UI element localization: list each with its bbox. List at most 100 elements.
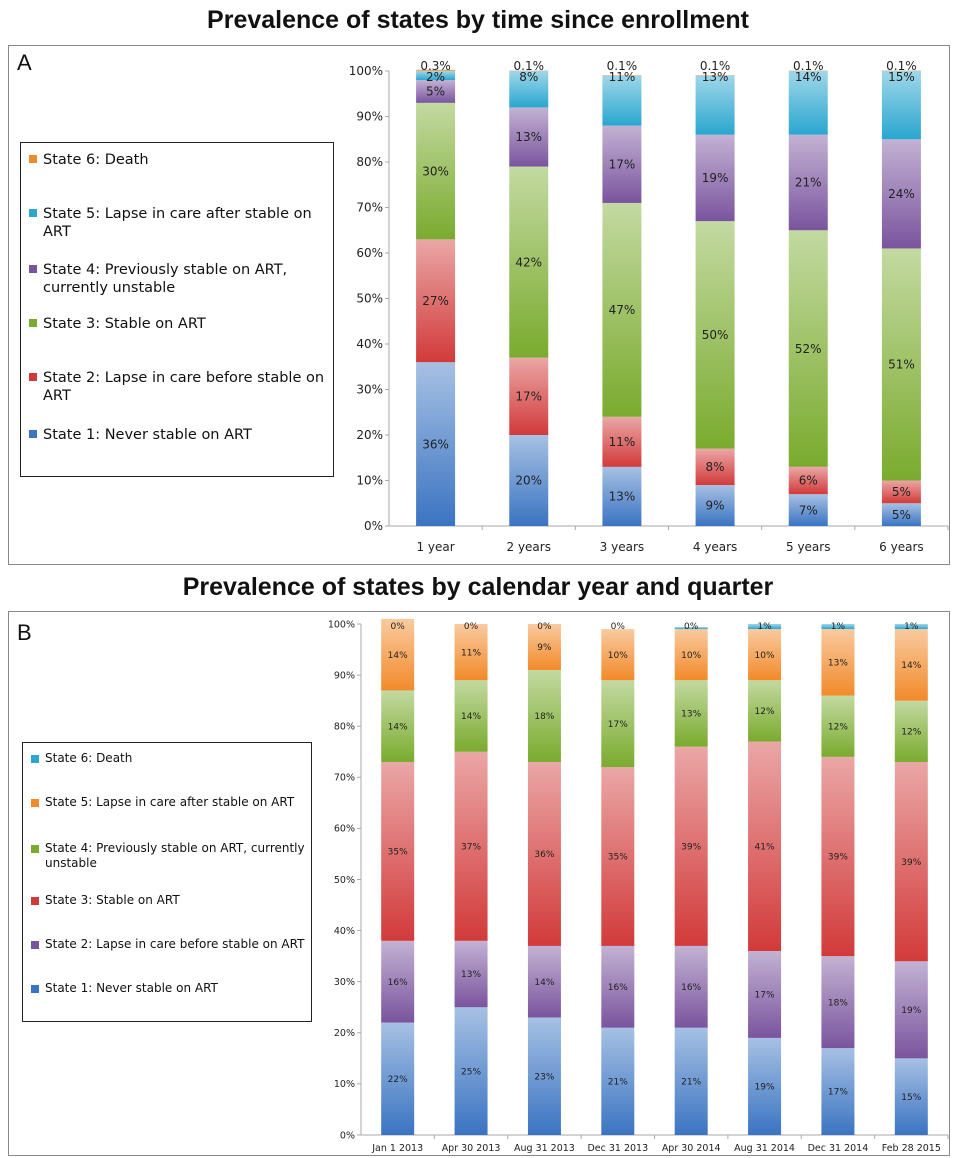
- data-label: 17%: [828, 1088, 848, 1098]
- bar-segment-state-5-dec-31-2013: [601, 629, 635, 681]
- legend-b: State 6: Death State 5: Lapse in care aft…: [22, 742, 312, 1022]
- legend-swatch: [31, 845, 39, 853]
- y-tick-label: 80%: [334, 722, 355, 733]
- bar-segment-state-6-dec-31-2014: [821, 624, 855, 630]
- bar-segment-state-3-jan-1-2013: [381, 761, 415, 941]
- y-tick-label: 30%: [334, 977, 355, 988]
- chart-a-title: Prevalence of states by time since enrol…: [207, 6, 749, 34]
- y-tick-label: 30%: [356, 383, 383, 397]
- data-label: 13%: [702, 70, 729, 84]
- data-label: 12%: [828, 722, 848, 732]
- bar-segment-state-2-5-years: [788, 466, 828, 495]
- y-tick-label: 60%: [356, 246, 383, 260]
- bar-segment-state-4-feb-28-2015: [894, 700, 928, 762]
- legend-swatch: [31, 799, 39, 807]
- bar-segment-state-2-aug-31-2013: [527, 945, 561, 1018]
- bar-segment-state-5-jan-1-2013: [381, 618, 415, 691]
- data-label: 51%: [888, 358, 915, 372]
- legend-label: State 3: Stable on ART: [43, 316, 206, 332]
- bar-segment-state-4-4-years: [695, 134, 735, 222]
- bar-segment-state-2-2-years: [509, 357, 549, 435]
- legend-item-state-2: State 2: Lapse in care before stable on …: [31, 937, 309, 952]
- bar-segment-state-4-1-year: [416, 80, 456, 103]
- y-tick-label: 80%: [356, 155, 383, 169]
- data-label: 0%: [464, 622, 479, 632]
- data-label: 13%: [461, 970, 481, 980]
- bar-segment-state-4-dec-31-2014: [821, 695, 855, 757]
- bar-segment-state-5-2-years: [509, 71, 549, 108]
- bar-segment-state-3-feb-28-2015: [894, 761, 928, 962]
- bar-segment-state-6-1-year: [416, 69, 456, 71]
- bar-segment-state-2-jan-1-2013: [381, 940, 415, 1023]
- legend-item-state-4: State 4: Previously stable on ART, curre…: [31, 841, 309, 871]
- data-label: 20%: [515, 474, 542, 488]
- bar-segment-state-3-6-years: [881, 248, 921, 481]
- bar-segment-state-2-feb-28-2015: [894, 961, 928, 1059]
- bar-segment-state-6-feb-28-2015: [894, 624, 928, 630]
- data-label: 0%: [391, 622, 406, 632]
- legend-swatch: [29, 430, 37, 438]
- data-label: 10%: [755, 651, 775, 661]
- x-category-label: 1 year: [416, 540, 454, 554]
- data-label: 17%: [609, 157, 636, 171]
- x-category-label: Feb 28 2015: [882, 1143, 941, 1154]
- legend-a: State 6: Death State 5: Lapse in care aft…: [20, 142, 334, 477]
- legend-item-state-5: State 5: Lapse in care after stable on A…: [29, 205, 329, 241]
- data-label: 14%: [461, 712, 481, 722]
- data-label: 0%: [684, 622, 699, 632]
- y-tick-label: 100%: [349, 64, 383, 78]
- data-label: 39%: [681, 842, 701, 852]
- bar-segment-state-2-aug-31-2014: [748, 951, 782, 1038]
- data-label: 19%: [755, 1083, 775, 1093]
- data-label: 6%: [799, 474, 818, 488]
- legend-item-state-6: State 6: Death: [31, 751, 309, 766]
- legend-swatch: [29, 319, 37, 327]
- bar-segment-state-2-dec-31-2013: [601, 945, 635, 1028]
- bar-segment-state-5-aug-31-2014: [748, 629, 782, 681]
- data-label: 39%: [901, 858, 921, 868]
- data-label: 9%: [537, 643, 552, 653]
- y-tick-label: 0%: [364, 519, 383, 533]
- data-label: 10%: [608, 651, 628, 661]
- data-label: 1%: [904, 622, 919, 632]
- legend-label: State 2: Lapse in care before stable on …: [43, 370, 325, 405]
- data-label: 19%: [901, 1006, 921, 1016]
- bar-segment-state-3-1-year: [416, 102, 456, 240]
- x-category-label: 4 years: [693, 540, 737, 554]
- data-label: 13%: [609, 490, 636, 504]
- bar-segment-state-5-dec-31-2014: [821, 629, 855, 696]
- legend-label: State 2: Lapse in care before stable on …: [45, 937, 305, 951]
- data-label: 41%: [755, 842, 775, 852]
- y-tick-label: 20%: [334, 1028, 355, 1039]
- data-label: 13%: [515, 130, 542, 144]
- bar-segment-state-1-4-years: [695, 485, 735, 526]
- y-tick-label: 70%: [334, 773, 355, 784]
- data-label: 14%: [388, 722, 408, 732]
- x-category-label: 6 years: [879, 540, 923, 554]
- legend-swatch: [31, 941, 39, 949]
- data-label: 23%: [534, 1072, 554, 1082]
- bar-segment-state-1-dec-31-2014: [821, 1048, 855, 1135]
- bar-segment-state-5-5-years: [788, 71, 828, 135]
- bar-segment-state-5-aug-31-2013: [527, 624, 561, 670]
- bar-segment-state-1-jan-1-2013: [381, 1022, 415, 1135]
- data-label: 36%: [422, 437, 449, 451]
- data-label: 5%: [426, 85, 445, 99]
- legend-item-state-6: State 6: Death: [29, 151, 329, 169]
- legend-swatch: [29, 265, 37, 273]
- legend-item-state-3: State 3: Stable on ART: [29, 315, 329, 333]
- bar-segment-state-3-aug-31-2014: [748, 741, 782, 952]
- data-label: 47%: [609, 303, 636, 317]
- bar-segment-state-2-4-years: [695, 448, 735, 486]
- panel-label-b: B: [17, 620, 32, 645]
- bar-segment-state-5-3-years: [602, 75, 642, 126]
- data-label: 35%: [608, 853, 628, 863]
- data-label: 8%: [706, 460, 725, 474]
- data-label: 37%: [461, 842, 481, 852]
- data-label: 24%: [888, 187, 915, 201]
- bar-segment-state-1-apr-30-2013: [454, 1007, 488, 1135]
- data-label: 36%: [534, 850, 554, 860]
- y-tick-label: 40%: [356, 337, 383, 351]
- bar-segment-state-3-apr-30-2014: [674, 746, 708, 946]
- bar-segment-state-2-dec-31-2014: [821, 956, 855, 1049]
